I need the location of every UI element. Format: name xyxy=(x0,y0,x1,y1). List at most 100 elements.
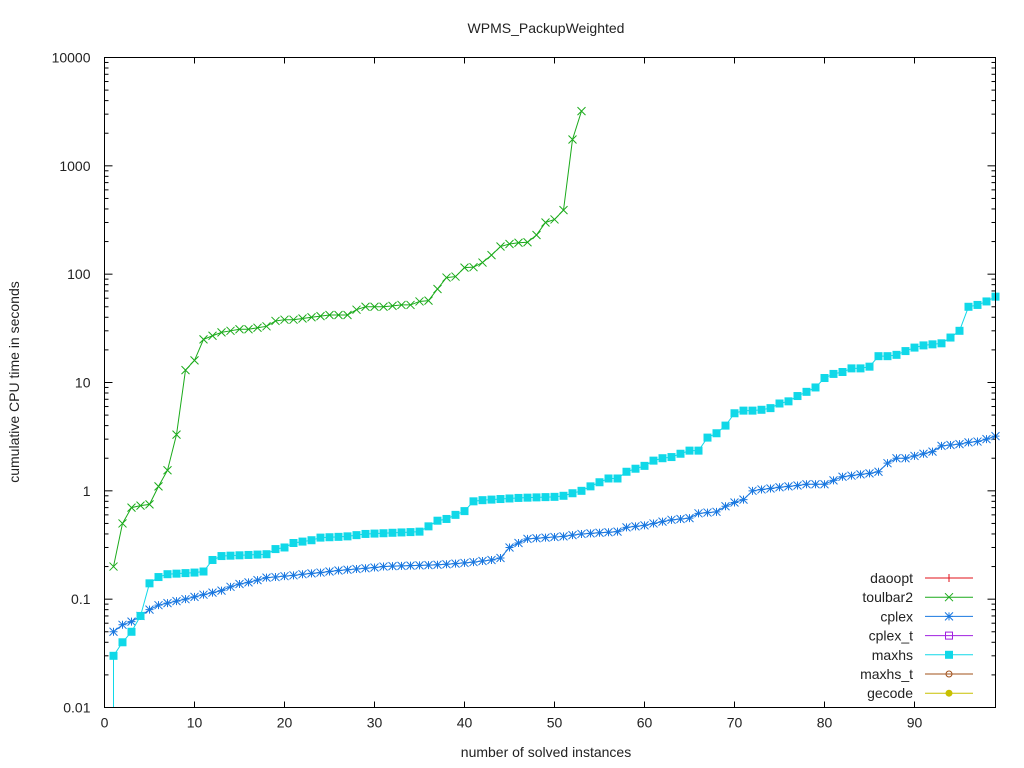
data-point-maxhs xyxy=(829,369,838,378)
data-point-maxhs xyxy=(460,507,469,516)
data-point-maxhs xyxy=(928,340,937,349)
data-point-cplex xyxy=(235,579,244,589)
series-maxhs xyxy=(109,292,1000,708)
data-point-toulbar2 xyxy=(352,305,361,315)
legend-label: maxhs xyxy=(872,647,913,663)
data-point-cplex xyxy=(793,481,802,490)
data-point-cplex xyxy=(145,605,154,615)
data-point-toulbar2 xyxy=(451,272,460,281)
x-tick-label: 20 xyxy=(277,715,293,731)
data-point-maxhs xyxy=(235,551,244,560)
legend-marker xyxy=(944,592,954,602)
data-point-cplex xyxy=(406,561,415,570)
data-point-maxhs xyxy=(415,527,424,536)
data-point-maxhs xyxy=(712,429,721,438)
data-point-maxhs xyxy=(784,397,793,406)
chart-title: WPMS_PackupWeighted xyxy=(468,20,625,36)
data-point-maxhs xyxy=(559,491,568,500)
data-point-toulbar2 xyxy=(181,365,190,375)
data-point-cplex xyxy=(397,561,406,571)
data-point-maxhs xyxy=(685,446,694,455)
data-point-cplex xyxy=(172,596,181,606)
data-point-toulbar2 xyxy=(217,328,226,337)
data-point-maxhs xyxy=(370,529,379,538)
data-point-maxhs xyxy=(181,569,190,578)
data-point-toulbar2 xyxy=(370,302,379,312)
data-point-maxhs xyxy=(730,409,739,418)
data-point-maxhs xyxy=(208,555,217,564)
data-point-toulbar2 xyxy=(190,356,199,365)
data-point-maxhs xyxy=(613,474,622,483)
y-tick-label: 100 xyxy=(67,266,91,282)
data-point-maxhs xyxy=(748,406,757,415)
data-point-toulbar2 xyxy=(298,314,307,323)
data-point-maxhs xyxy=(496,495,505,504)
data-point-cplex xyxy=(658,517,667,526)
data-point-toulbar2 xyxy=(145,500,154,509)
data-point-maxhs xyxy=(334,532,343,541)
data-point-toulbar2 xyxy=(334,310,343,320)
data-point-maxhs xyxy=(820,374,829,383)
data-point-cplex xyxy=(820,479,829,489)
data-point-maxhs xyxy=(901,347,910,356)
data-point-cplex xyxy=(874,467,883,477)
data-point-cplex xyxy=(595,528,604,538)
data-point-cplex xyxy=(613,527,622,537)
data-point-maxhs xyxy=(244,550,253,559)
data-point-maxhs xyxy=(271,545,280,554)
data-point-maxhs xyxy=(226,551,235,560)
data-point-maxhs xyxy=(838,368,847,377)
legend-label: gecode xyxy=(867,685,913,701)
data-point-cplex xyxy=(730,498,739,507)
data-point-maxhs xyxy=(433,516,442,525)
data-point-maxhs xyxy=(442,514,451,523)
data-point-cplex xyxy=(649,519,658,528)
data-point-cplex xyxy=(244,577,253,587)
data-point-maxhs xyxy=(973,300,982,309)
data-point-toulbar2 xyxy=(325,310,334,320)
data-point-maxhs xyxy=(379,529,388,538)
legend-label: cplex xyxy=(880,608,913,624)
legend-marker xyxy=(945,631,953,640)
legend-item-toulbar2: toulbar2 xyxy=(862,589,973,605)
data-point-maxhs xyxy=(892,350,901,359)
data-point-cplex xyxy=(955,439,964,449)
data-point-maxhs xyxy=(505,494,514,503)
data-point-toulbar2 xyxy=(199,335,208,344)
y-tick-label: 10 xyxy=(75,375,91,391)
data-point-maxhs xyxy=(190,568,199,577)
data-point-toulbar2 xyxy=(424,296,433,305)
data-point-cplex xyxy=(550,532,559,542)
data-point-toulbar2 xyxy=(442,273,451,282)
data-point-cplex xyxy=(973,437,982,446)
data-point-cplex xyxy=(118,620,127,630)
data-point-maxhs xyxy=(469,497,478,506)
data-point-cplex xyxy=(811,479,820,489)
y-tick-label: 1 xyxy=(83,483,91,499)
data-point-cplex xyxy=(622,523,631,532)
data-point-maxhs xyxy=(793,392,802,401)
data-point-cplex xyxy=(586,529,595,538)
data-point-toulbar2 xyxy=(226,326,235,336)
x-tick-label: 80 xyxy=(817,715,833,731)
data-point-maxhs xyxy=(874,352,883,361)
data-point-cplex xyxy=(298,569,307,579)
data-point-toulbar2 xyxy=(415,297,424,306)
legend-label: daoopt xyxy=(870,570,913,586)
data-point-toulbar2 xyxy=(154,481,163,491)
data-point-maxhs xyxy=(667,453,676,462)
x-axis-label: number of solved instances xyxy=(461,744,631,760)
data-point-cplex xyxy=(712,507,721,517)
data-point-cplex xyxy=(694,508,703,518)
data-point-toulbar2 xyxy=(163,465,172,475)
y-axis-label: cumulative CPU time in seconds xyxy=(6,281,22,483)
data-point-cplex xyxy=(361,563,370,573)
data-point-cplex xyxy=(901,453,910,463)
data-point-cplex xyxy=(865,468,874,478)
data-point-toulbar2 xyxy=(235,324,244,334)
data-point-maxhs xyxy=(649,456,658,465)
data-point-toulbar2 xyxy=(280,315,289,325)
data-point-cplex xyxy=(469,557,478,567)
data-point-toulbar2 xyxy=(244,324,253,334)
data-point-maxhs xyxy=(352,531,361,540)
